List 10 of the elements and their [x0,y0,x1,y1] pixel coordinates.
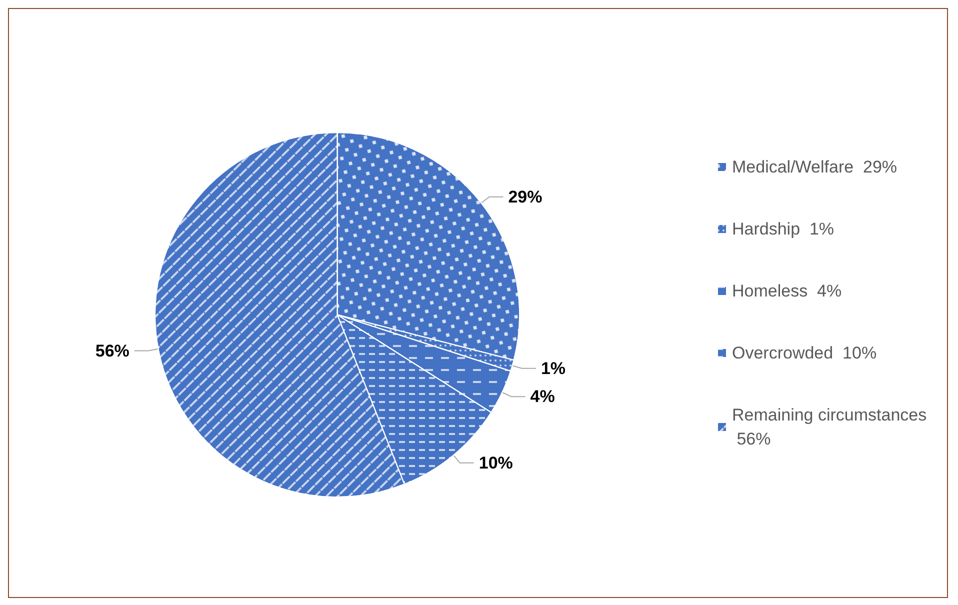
data-label: 1% [540,358,566,378]
legend-label: Overcrowded 10% [732,344,877,362]
data-label: 29% [508,187,542,206]
data-label: 10% [478,453,513,472]
data-label: 4% [530,387,555,406]
legend-label: Remaining circumstances 56% [732,406,932,448]
data-label: 56% [95,341,130,360]
legend-label: Medical/Welfare 29% [732,158,898,176]
legend-label: Hardship 1% [732,220,834,238]
legend-label: Homeless 4% [732,282,842,300]
